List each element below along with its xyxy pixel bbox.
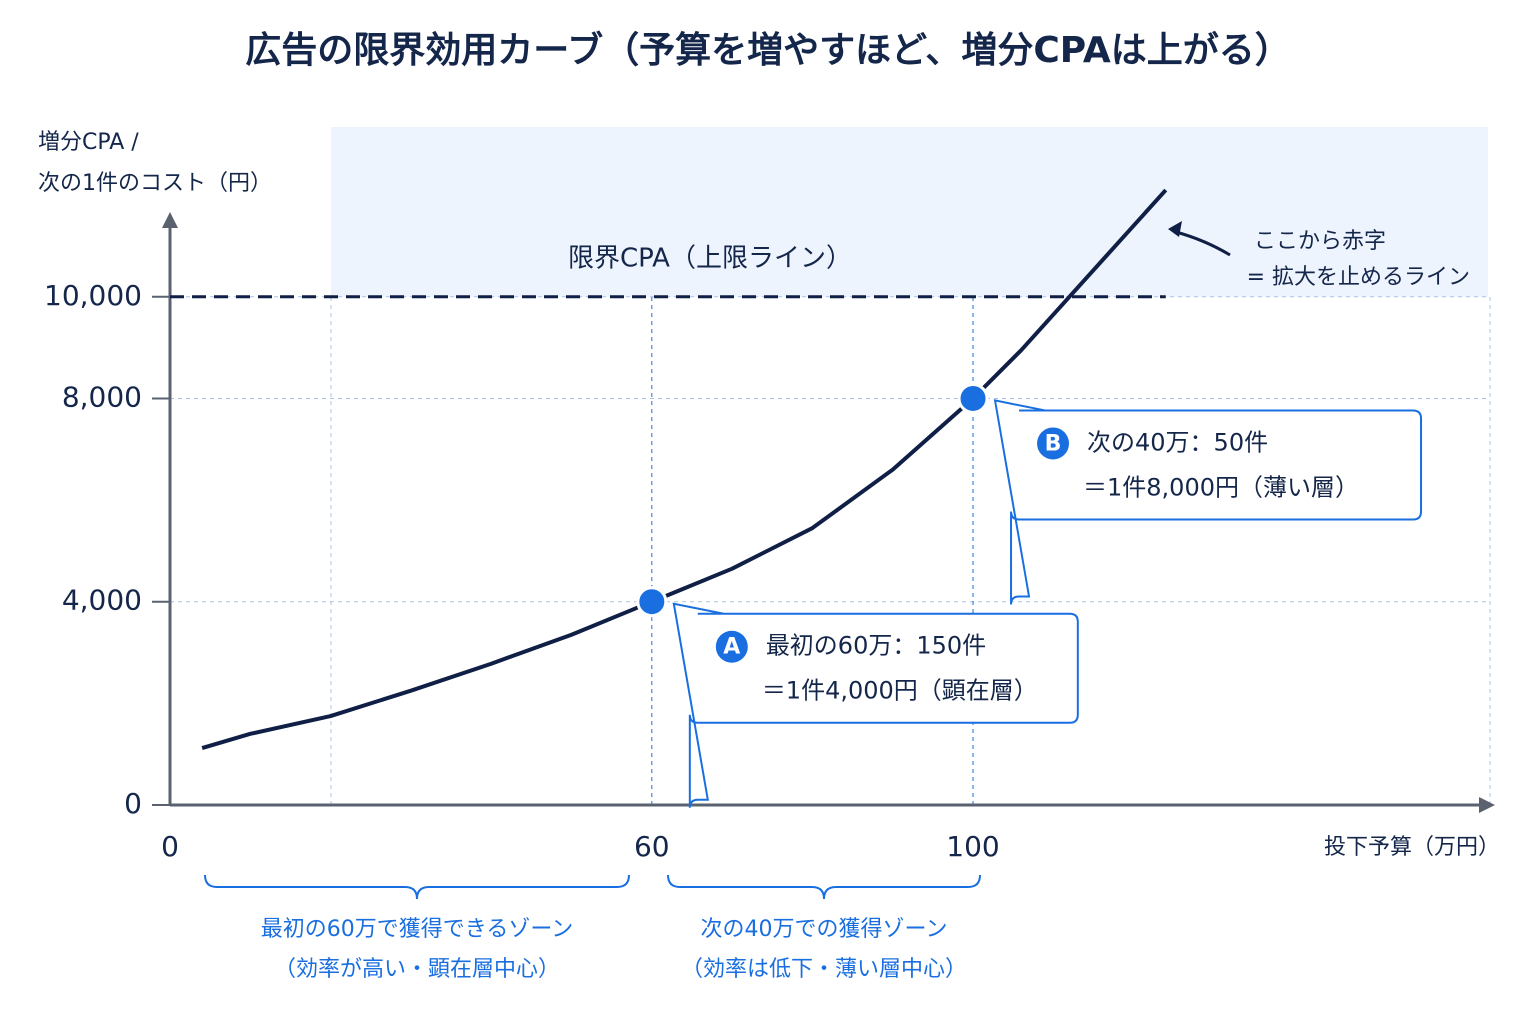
threshold-note: = 拡大を止めるライン [1247,265,1470,290]
callout-text: 次の40万：50件 [1087,428,1268,456]
callout-text: ＝1件4,000円（顕在層） [762,677,1038,705]
note-arrowhead [1168,221,1182,237]
brace [667,874,981,900]
over-limit-zone [331,127,1488,297]
x-axis-title: 投下予算（万円） [1324,835,1500,860]
zone-label: 最初の60万で獲得できるゾーン [261,917,573,942]
chart-title: 広告の限界効用カーブ（予算を増やすほど、増分CPAは上がる） [245,29,1290,71]
zone-label: （効率が高い・顕在層中心） [274,957,560,982]
y-axis-arrow [162,212,178,228]
badge [715,630,748,663]
callout [672,602,1079,808]
y-axis-title: 増分CPA / [38,130,139,155]
callout-text: ＝1件8,000円（薄い層） [1083,473,1359,501]
note-arrow [1175,230,1231,257]
y-tick-label: 8,000 [62,380,142,413]
callout [993,399,1423,605]
x-axis-arrow [1479,797,1495,813]
badge-label: B [1045,431,1062,456]
point [957,382,989,414]
brace [204,874,630,900]
badge [1037,427,1070,460]
threshold-label: 限界CPA（上限ライン） [568,243,852,273]
zone-label: 次の40万での獲得ゾーン [701,917,948,942]
y-axis-title: 次の1件のコスト（円） [38,171,272,196]
y-tick-label: 4,000 [62,584,142,617]
badge-label: A [723,635,740,660]
x-tick-label: 100 [946,830,999,863]
y-tick-label: 10,000 [44,279,142,312]
y-tick-label: 0 [124,787,142,820]
callout-text: 最初の60万：150件 [766,632,986,660]
braces [204,874,981,900]
curve [201,188,1168,751]
x-tick-label: 60 [634,830,670,863]
threshold-note: ここから赤字 [1254,229,1386,254]
zone-label: （効率は低下・薄い層中心） [681,957,967,982]
x-tick-label: 0 [161,830,179,863]
point [636,586,668,618]
